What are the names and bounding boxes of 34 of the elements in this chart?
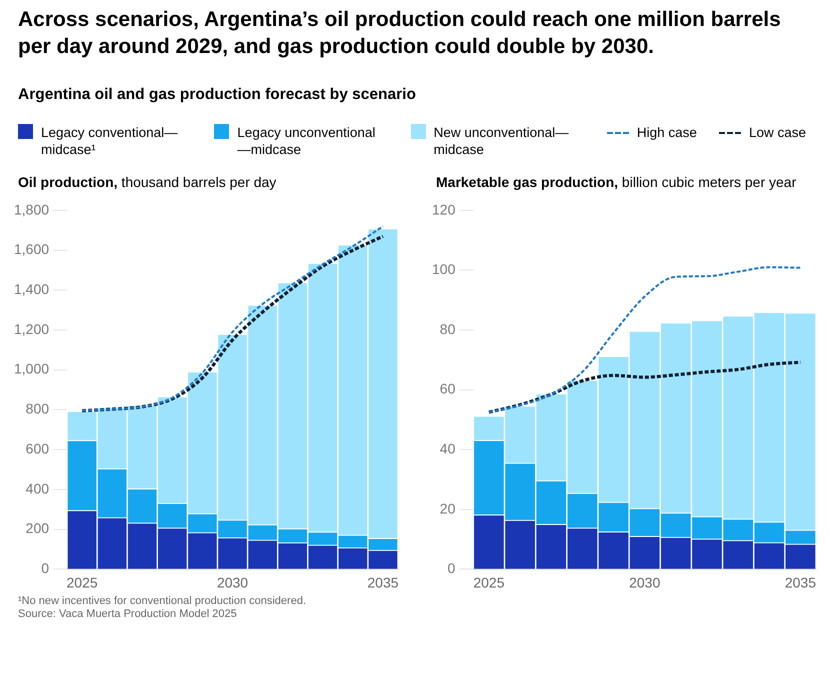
x-tick-label: 2025 xyxy=(473,574,505,590)
y-tick-label: 1,600 xyxy=(14,241,50,258)
chart-subtitle: Argentina oil and gas production forecast by scenario xyxy=(18,86,416,104)
y-tick-label: 40 xyxy=(440,440,456,456)
y-tick-label: 400 xyxy=(26,480,50,496)
y-tick-label: 100 xyxy=(432,261,456,278)
legend-label: New unconventional—midcase xyxy=(434,124,570,158)
y-tick-label: 200 xyxy=(26,520,50,536)
y-tick-label: 60 xyxy=(440,380,456,397)
y-tick-label: 800 xyxy=(26,400,50,417)
y-tick-label: 120 xyxy=(432,201,456,218)
y-tick-label: 0 xyxy=(448,560,456,576)
x-tick-label: 2030 xyxy=(629,574,660,590)
x-tick-label: 2035 xyxy=(367,574,399,590)
legend-label: Low case xyxy=(748,124,806,141)
legend-label: Legacy conventional—midcase¹ xyxy=(41,124,179,158)
y-tick-label: 1,200 xyxy=(14,320,50,337)
y-tick-label: 1,000 xyxy=(14,360,50,377)
source-note: Source: Vaca Muerta Production Model 2025 xyxy=(18,608,238,621)
text: ¹No new incentives for conventional production considered. xyxy=(18,595,306,608)
x-tick-label: 2035 xyxy=(784,574,816,590)
legend-label: High case xyxy=(636,124,697,141)
chart-title: Across scenarios, Argentina’s oil production could reach one million barrels per day around 2029, and gas production could double by 2030. xyxy=(18,7,782,60)
x-tick-label: 2025 xyxy=(66,574,98,590)
y-tick-label: 1,400 xyxy=(14,280,50,297)
y-tick-label: 600 xyxy=(26,440,50,456)
x-tick-label: 2030 xyxy=(216,574,248,590)
y-axis-title: Oil production, thousand barrels per day xyxy=(18,174,278,190)
y-tick-label: 20 xyxy=(440,500,456,516)
legend-label: Legacy unconventional—midcase xyxy=(237,124,376,158)
y-axis-title: Marketable gas production, billion cubic meters per year xyxy=(436,174,798,190)
y-tick-label: 1,800 xyxy=(14,201,50,218)
y-tick-label: 80 xyxy=(440,320,456,337)
y-tick-label: 0 xyxy=(41,560,50,576)
